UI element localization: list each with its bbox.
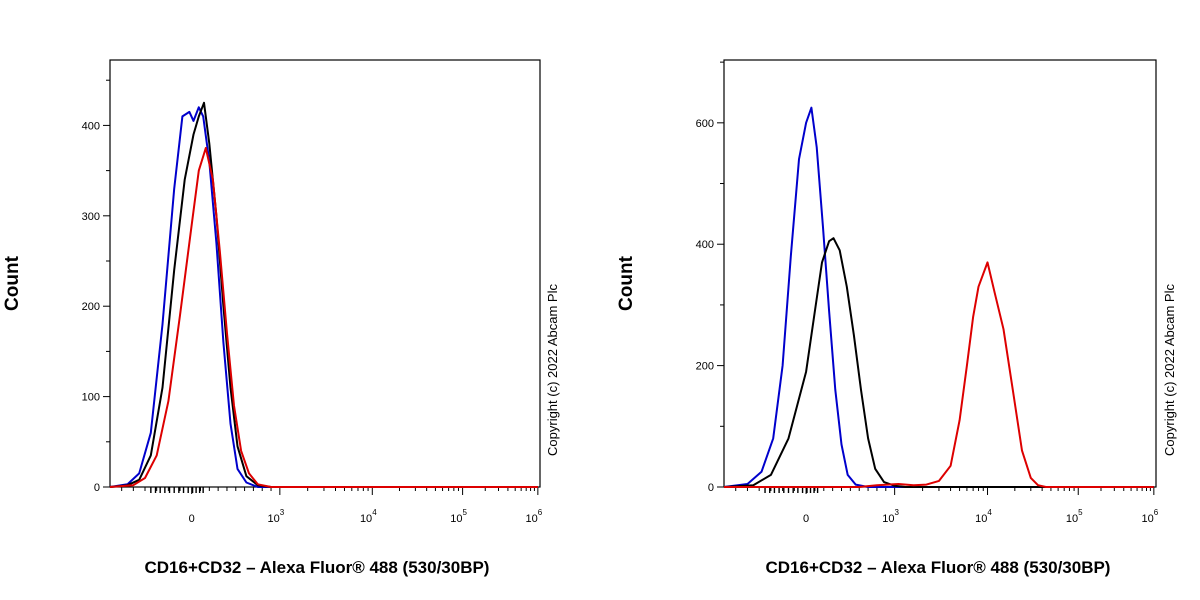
x-tick-label: 103 — [267, 508, 284, 525]
x-axis-ticks: 0 103 104 105 106 — [121, 487, 543, 525]
x-axis-label: CD16+CD32 – Alexa Fluor® 488 (530/30BP) — [766, 558, 1111, 577]
y-tick-label: 400 — [696, 239, 714, 251]
y-tick-label: 0 — [94, 482, 100, 494]
y-tick-label: 200 — [696, 361, 714, 373]
copyright-note: Copyright (c) 2022 Abcam Plc — [545, 284, 560, 456]
y-axis-label: Count — [616, 255, 637, 311]
copyright-note: Copyright (c) 2022 Abcam Plc — [1162, 284, 1177, 456]
series-line-black — [723, 237, 1154, 488]
x-axis-ticks: 0 103 104 105 106 — [735, 487, 1159, 525]
y-tick-label: 600 — [696, 118, 714, 130]
x-tick-label: 104 — [360, 508, 377, 525]
y-axis-ticks: 0 100 200 300 400 — [82, 79, 110, 494]
series-line-black — [109, 101, 538, 488]
y-tick-label: 400 — [82, 120, 100, 132]
series-line-red — [109, 147, 538, 488]
series-line-blue — [723, 106, 1154, 488]
y-tick-label: 200 — [82, 301, 100, 313]
y-tick-label: 300 — [82, 211, 100, 223]
histogram-panel-right: 0 200 400 600 0 103 104 105 106 Count CD16+CD32… — [616, 59, 1177, 577]
x-tick-label: 103 — [882, 508, 899, 525]
x-tick-label: 106 — [525, 508, 542, 525]
x-tick-label: 0 — [189, 513, 195, 525]
x-tick-label: 0 — [803, 513, 809, 525]
histogram-panel-left: 0 100 200 300 400 0 103 104 105 106 Count CD16+C… — [2, 59, 560, 577]
y-tick-label: 100 — [82, 392, 100, 404]
x-tick-label: 105 — [450, 508, 467, 525]
y-tick-label: 0 — [708, 482, 714, 494]
x-tick-label: 104 — [975, 508, 992, 525]
x-axis-label: CD16+CD32 – Alexa Fluor® 488 (530/30BP) — [145, 558, 490, 577]
y-axis-ticks: 0 200 400 600 — [696, 61, 724, 494]
y-axis-label: Count — [2, 255, 23, 311]
series-line-red — [724, 261, 1154, 488]
series-line-blue — [109, 106, 538, 488]
x-tick-label: 106 — [1141, 508, 1158, 525]
series-layer — [109, 101, 538, 488]
series-layer — [723, 106, 1154, 488]
x-tick-label: 105 — [1066, 508, 1083, 525]
